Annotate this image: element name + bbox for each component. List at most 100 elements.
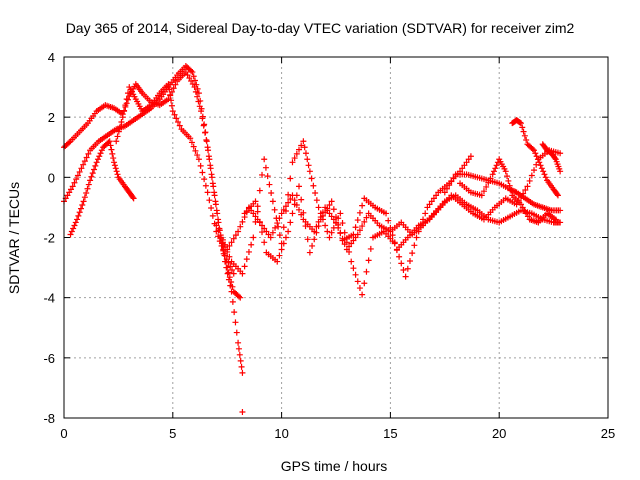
data-point-track-b (124, 96, 131, 103)
y-tick-label: 2 (48, 110, 55, 125)
data-point-track-j (517, 120, 524, 127)
data-point-track-b (189, 81, 196, 88)
data-point-track-d (197, 162, 204, 169)
data-point-track-a (71, 179, 78, 186)
data-point-track-e (361, 218, 368, 225)
data-point-track-j (542, 174, 549, 181)
data-point-track-f (243, 256, 250, 263)
data-point-track-k (551, 155, 558, 162)
data-point-track-g (287, 219, 294, 226)
data-point-track-f (363, 268, 370, 275)
data-point-track-f (300, 138, 307, 145)
data-point-track-f (361, 280, 368, 287)
data-point-track-d (228, 266, 235, 273)
data-point-track-g (306, 249, 313, 256)
data-point-track-g (282, 234, 289, 241)
data-point-track-c (85, 181, 92, 188)
data-point-track-h (510, 188, 517, 195)
data-point-track-a (224, 270, 231, 277)
data-point-track-c (72, 219, 79, 226)
data-point-track-g (300, 209, 307, 216)
data-point-track-b (211, 189, 218, 196)
data-point-track-h (450, 174, 457, 181)
data-point-track-e (252, 213, 259, 220)
data-point-track-g (274, 258, 281, 265)
data-point-track-d (204, 189, 211, 196)
data-point-track-f (259, 171, 266, 178)
data-point-track-b (213, 207, 220, 214)
data-point-track-e (363, 214, 370, 221)
data-point-track-g (259, 229, 266, 236)
data-point-track-g (350, 231, 357, 238)
data-point-track-f (241, 263, 248, 270)
data-point-track-f (219, 239, 226, 246)
data-point-track-c (74, 216, 81, 223)
data-point-track-e (296, 206, 303, 213)
data-point-track-b (192, 88, 199, 95)
data-point-track-e (356, 227, 363, 234)
data-point-track-a (188, 67, 195, 74)
data-point-track-e (232, 232, 239, 239)
data-point-track-c (70, 225, 77, 232)
data-point-track-c (94, 156, 101, 163)
data-point-track-d (201, 176, 208, 183)
data-point-track-j (520, 128, 527, 135)
data-point-track-i (552, 216, 559, 223)
data-point-track-i (493, 162, 500, 169)
data-point-track-f (350, 265, 357, 272)
data-point-track-j (521, 132, 528, 139)
data-point-track-f (268, 189, 275, 196)
data-point-track-e (350, 237, 357, 244)
data-point-track-g (302, 223, 309, 230)
x-tick-label: 5 (169, 426, 176, 441)
data-point-track-f (293, 150, 300, 157)
data-point-track-g (254, 208, 261, 215)
data-point-track-a (194, 85, 201, 92)
data-point-track-f (398, 260, 405, 267)
data-point-track-c (89, 170, 96, 177)
data-point-track-f (245, 248, 252, 255)
data-point-track-b (229, 283, 236, 290)
y-tick-label: -8 (43, 411, 55, 426)
data-point-track-f (256, 187, 263, 194)
data-point-track-g (278, 246, 285, 253)
data-point-track-g (389, 232, 396, 239)
data-point-track-b (212, 198, 219, 205)
data-point-track-a (237, 357, 244, 364)
y-tick-label: -6 (43, 351, 55, 366)
data-point-track-j (540, 168, 547, 175)
data-point-track-i (502, 168, 509, 175)
data-point-track-a (76, 168, 83, 175)
data-point-track-c (84, 185, 91, 192)
data-point-track-j (529, 146, 536, 153)
data-point-track-f (298, 142, 305, 149)
data-point-track-f (428, 198, 435, 205)
data-point-track-e (278, 210, 285, 217)
x-tick-label: 20 (492, 426, 506, 441)
data-point-track-g (531, 167, 538, 174)
data-point-track-d (202, 182, 209, 189)
data-point-track-d (118, 118, 125, 125)
data-point-track-f (291, 155, 298, 162)
data-point-track-i (492, 165, 499, 172)
data-point-track-b (165, 96, 172, 103)
data-point-track-g (296, 183, 303, 190)
data-point-track-d (122, 102, 129, 109)
data-point-track-j (541, 171, 548, 178)
data-point-track-a (78, 165, 85, 172)
data-point-track-k (557, 168, 564, 175)
data-point-track-g (304, 236, 311, 243)
data-point-track-d (114, 133, 121, 140)
data-point-track-i (521, 207, 528, 214)
data-point-track-f (322, 222, 329, 229)
data-point-track-f (301, 144, 308, 151)
data-point-track-i (506, 182, 513, 189)
data-point-track-d (171, 111, 178, 118)
data-point-track-e (359, 223, 366, 230)
data-point-track-a (235, 339, 242, 346)
data-point-track-f (261, 156, 268, 163)
data-point-track-e (267, 234, 274, 241)
data-point-track-d (220, 247, 227, 254)
data-point-track-c (97, 150, 104, 157)
data-point-track-g (315, 223, 322, 230)
